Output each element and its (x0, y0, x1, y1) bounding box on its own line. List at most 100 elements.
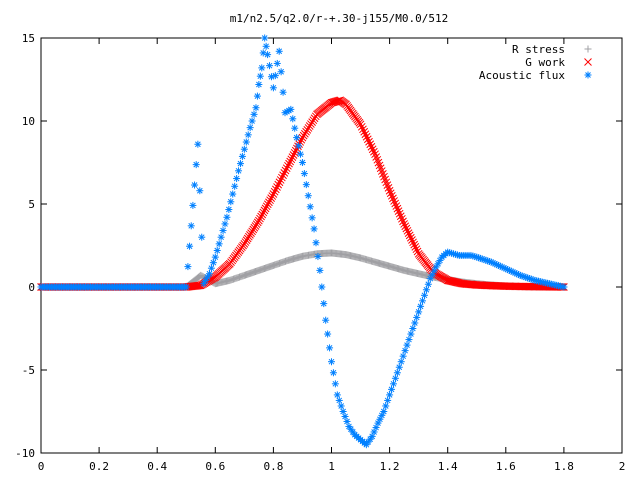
data-point (271, 72, 279, 80)
data-point (248, 117, 256, 125)
data-point (268, 192, 277, 200)
data-point (205, 270, 213, 278)
data-point (407, 330, 415, 338)
x-tick-label: 0 (38, 460, 45, 473)
data-point (281, 166, 290, 175)
legend-label: R stress (512, 43, 565, 56)
data-point (262, 42, 270, 50)
legend-label: Acoustic flux (479, 69, 565, 82)
data-point (264, 51, 272, 59)
data-point (410, 240, 419, 249)
data-point (419, 297, 427, 305)
y-tick-label: 0 (28, 281, 35, 294)
chart-title: m1/n2.5/q2.0/r-+.30-j155/M0.0/512 (230, 12, 449, 25)
data-point (225, 206, 233, 214)
data-point (368, 145, 377, 154)
data-point (304, 124, 313, 132)
data-point (403, 226, 412, 235)
y-tick-label: -10 (15, 447, 35, 460)
data-point (289, 115, 297, 123)
data-point (213, 246, 221, 254)
data-point (366, 140, 375, 149)
data-point (380, 408, 388, 415)
data-point (329, 369, 337, 377)
data-point (560, 283, 568, 291)
y-tick-label: 5 (28, 198, 35, 211)
data-point (250, 110, 258, 118)
data-point (333, 391, 341, 399)
data-point (356, 120, 365, 129)
data-point (255, 80, 263, 88)
data-point (370, 147, 378, 156)
data-point (252, 104, 260, 112)
data-point (401, 222, 410, 231)
data-point (397, 358, 405, 366)
legend-label: G work (525, 56, 565, 69)
x-tick-label: 1.6 (496, 460, 516, 473)
data-point (246, 124, 254, 132)
data-point (273, 183, 281, 191)
data-point (209, 259, 217, 267)
data-point (238, 152, 246, 160)
data-point (404, 229, 413, 237)
data-point (182, 283, 190, 291)
data-point (287, 155, 296, 164)
data-point (279, 88, 287, 96)
data-point (401, 347, 409, 355)
x-tick-label: 1 (328, 460, 335, 473)
data-point (320, 300, 328, 308)
data-point (331, 380, 339, 388)
data-point (189, 201, 197, 209)
data-point (390, 197, 398, 205)
data-point (409, 325, 417, 332)
data-point (373, 155, 382, 164)
data-point (306, 203, 314, 211)
data-point (270, 187, 279, 196)
data-point (389, 380, 397, 388)
data-point (193, 281, 202, 290)
data-point (263, 200, 272, 209)
x-tick-label: 1.2 (380, 460, 400, 473)
data-point (375, 161, 384, 170)
data-point (411, 243, 420, 251)
data-point (192, 161, 200, 169)
data-point (312, 239, 320, 247)
data-point (301, 129, 309, 138)
x-tick-label: 0.2 (89, 460, 109, 473)
data-point (261, 34, 269, 42)
data-point (186, 242, 194, 250)
data-point (291, 124, 299, 132)
data-point (260, 206, 269, 215)
legend-swatch (584, 71, 592, 79)
data-point (386, 391, 394, 399)
data-point (277, 68, 285, 76)
series-layer (37, 34, 568, 449)
data-point (240, 145, 248, 153)
data-point (259, 208, 268, 217)
data-point (412, 245, 421, 254)
data-point (256, 214, 264, 223)
data-point (334, 97, 342, 105)
data-point (310, 114, 319, 123)
data-point (304, 192, 312, 200)
data-point (400, 220, 408, 228)
data-point (413, 247, 422, 256)
data-point (363, 135, 372, 144)
data-point (341, 412, 349, 420)
data-point (266, 196, 274, 205)
data-point (314, 253, 322, 261)
data-point (310, 225, 318, 233)
data-point (382, 402, 390, 410)
data-point (273, 59, 281, 67)
data-point (295, 142, 303, 150)
data-point (280, 169, 289, 177)
data-point (362, 132, 371, 141)
data-point (387, 191, 396, 200)
data-point (385, 186, 394, 195)
data-point (257, 212, 265, 221)
data-point (187, 222, 195, 230)
legend-swatch (584, 58, 592, 66)
data-point (399, 352, 407, 360)
data-point (399, 217, 407, 226)
data-point (256, 72, 264, 80)
